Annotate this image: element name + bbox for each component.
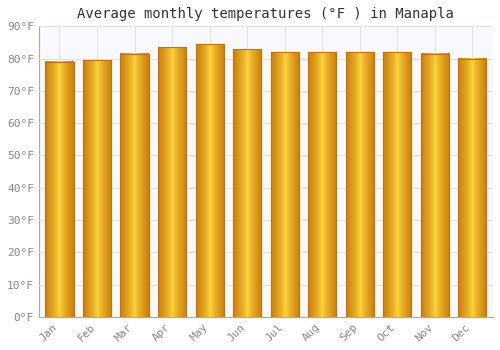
Title: Average monthly temperatures (°F ) in Manapla: Average monthly temperatures (°F ) in Ma… bbox=[78, 7, 454, 21]
